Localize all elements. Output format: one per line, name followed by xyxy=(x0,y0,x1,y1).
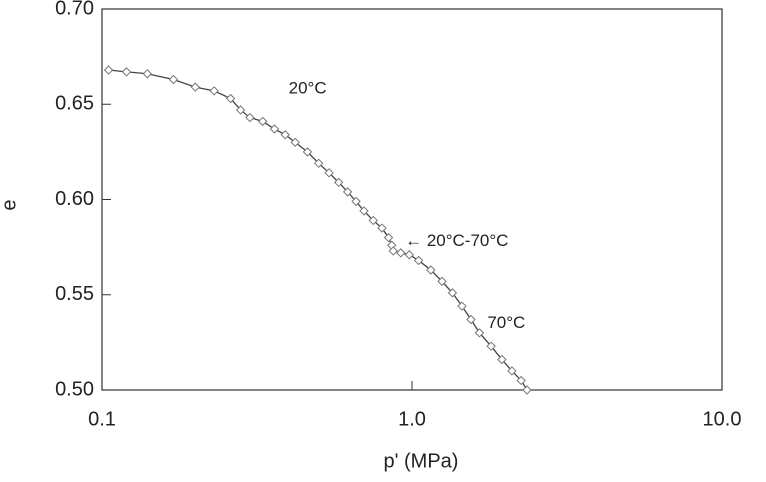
data-point xyxy=(333,177,344,188)
data-point xyxy=(437,276,447,287)
data-point xyxy=(302,147,313,157)
data-point xyxy=(474,328,485,338)
data-point xyxy=(516,375,526,386)
data-point xyxy=(447,288,458,298)
data-point xyxy=(383,232,394,243)
data-point xyxy=(245,112,255,123)
data-point xyxy=(404,250,414,260)
data-point xyxy=(351,196,361,207)
data-point xyxy=(486,341,496,351)
data-point xyxy=(103,65,114,75)
data-point xyxy=(324,168,334,178)
data-point xyxy=(396,248,406,258)
data-point xyxy=(142,69,153,79)
data-point xyxy=(235,105,246,115)
data-point xyxy=(225,93,236,104)
data-point xyxy=(377,223,387,233)
data-point xyxy=(290,137,300,148)
y-tick-label: 0.65 xyxy=(55,93,94,115)
data-point xyxy=(497,354,507,365)
annotation: ← 20°C-70°C xyxy=(405,231,508,250)
data-point xyxy=(466,314,476,325)
y-tick-label: 0.50 xyxy=(55,378,94,400)
data-point xyxy=(426,265,436,275)
data-point xyxy=(280,130,290,140)
data-point xyxy=(190,82,201,92)
annotation: 20°C xyxy=(289,78,327,97)
x-tick-label: 0.1 xyxy=(88,408,116,430)
data-point xyxy=(269,124,280,134)
data-point xyxy=(507,366,517,376)
data-point xyxy=(368,215,378,226)
y-tick-label: 0.55 xyxy=(55,283,94,305)
data-point xyxy=(522,385,532,395)
y-tick-label: 0.60 xyxy=(55,188,94,210)
data-point xyxy=(121,67,132,77)
y-tick-label: 0.70 xyxy=(55,0,94,19)
y-axis-label: e xyxy=(0,199,20,210)
data-point xyxy=(457,301,467,311)
data-point xyxy=(258,116,268,127)
x-axis-label: p' (MPa) xyxy=(384,450,459,472)
data-point xyxy=(342,187,353,197)
data-point xyxy=(168,74,179,85)
data-point xyxy=(313,158,324,169)
x-tick-label: 1.0 xyxy=(398,408,426,430)
data-point xyxy=(209,86,219,96)
x-tick-label: 10.0 xyxy=(703,408,742,430)
data-point xyxy=(413,255,424,266)
annotation: 70°C xyxy=(487,313,525,332)
data-point xyxy=(359,206,369,216)
plot-frame xyxy=(101,8,723,391)
data-point xyxy=(388,246,398,256)
